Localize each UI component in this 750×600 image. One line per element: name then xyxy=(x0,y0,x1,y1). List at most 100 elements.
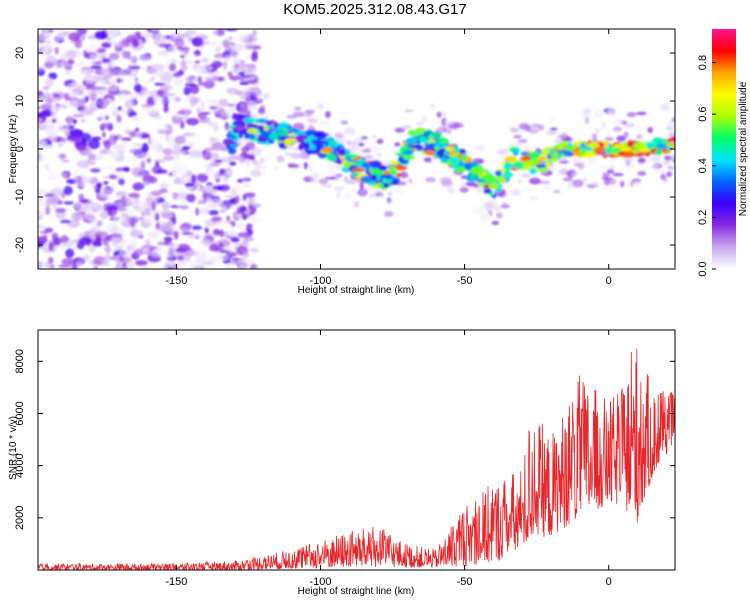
spectrogram-noise-blob xyxy=(140,152,149,161)
spectrogram-noise-blob xyxy=(229,261,237,269)
spectrogram-faint-blob xyxy=(571,179,584,188)
spectrogram-noise-blob xyxy=(151,201,156,211)
spectrogram-noise-blob xyxy=(48,72,58,80)
spectrogram-faint-blob xyxy=(401,125,412,129)
spectrogram-noise-blob xyxy=(198,124,211,128)
spectrogram-noise-blob xyxy=(174,135,187,145)
spectrogram-noise-blob xyxy=(165,225,176,234)
spectrogram-noise-blob xyxy=(79,97,86,107)
figure-title: KOM5.2025.312.08.43.G17 xyxy=(283,1,467,18)
spectrogram-ridge-blob xyxy=(246,117,256,124)
spectrogram-noise-blob xyxy=(102,122,111,128)
spectrogram-faint-blob xyxy=(384,210,394,217)
spectrogram-noise-blob xyxy=(176,255,185,262)
snr-ytick-label: 8000 xyxy=(14,349,26,373)
spectrogram-faint-blob xyxy=(479,213,490,222)
spectrogram-faint-blob xyxy=(257,107,266,115)
spectrogram-faint-blob xyxy=(589,169,597,174)
spectrogram-noise-blob xyxy=(242,239,249,248)
spectrogram-faint-blob xyxy=(495,212,503,219)
colorbar-tick-label: 0.6 xyxy=(697,107,709,122)
spectrogram-faint-blob xyxy=(529,177,541,185)
spectrogram-noise-blob xyxy=(118,178,126,186)
spectrogram-ridge-blob xyxy=(645,141,654,148)
spectrogram-faint-blob xyxy=(383,204,393,210)
spectrogram-noise-blob xyxy=(151,62,163,68)
spectrogram-ridge-blob xyxy=(246,128,258,136)
spectrogram-noise-blob xyxy=(109,181,117,191)
spectrogram-faint-blob xyxy=(572,124,582,130)
spectrogram-faint-blob xyxy=(308,166,314,172)
spectrogram-noise-blob xyxy=(209,198,224,207)
spectrogram-faint-blob xyxy=(407,178,414,184)
spectrogram-faint-blob xyxy=(432,161,441,169)
spectrogram-noise-blob xyxy=(238,62,247,72)
spectrogram-faint-blob xyxy=(307,101,314,109)
spectrogram-ridge-blob xyxy=(291,128,300,133)
spectrogram-xlabel: Height of straight line (km) xyxy=(298,285,415,296)
spectrogram-faint-blob xyxy=(595,128,600,134)
spectrogram-noise-blob xyxy=(156,143,164,153)
spectrogram-faint-blob xyxy=(637,162,647,166)
spectrogram-noise-blob xyxy=(194,60,201,64)
spectrogram-noise-blob xyxy=(47,169,60,179)
spectrogram-ridge-blob xyxy=(222,138,235,146)
spectrogram-noise-blob xyxy=(225,29,238,32)
spectrogram-ridge-blob xyxy=(560,141,569,146)
spectrogram-noise-blob xyxy=(157,124,163,130)
spectrogram-noise-blob xyxy=(38,111,50,117)
spectrogram-noise-blob xyxy=(120,58,131,67)
spectrogram-noise-blob xyxy=(110,69,125,76)
spectrogram-ridge-blob xyxy=(488,182,499,190)
spectrogram-noise-blob xyxy=(96,182,103,189)
spectrogram-noise-blob xyxy=(126,50,131,60)
spectrogram-noise-blob xyxy=(92,241,103,247)
spectrogram-noise-blob xyxy=(195,207,200,216)
spectrogram-faint-blob xyxy=(586,156,598,165)
spectrogram-ridge-blob xyxy=(529,151,541,159)
spectrogram-noise-blob xyxy=(229,161,237,166)
spectrogram-faint-blob xyxy=(243,153,255,160)
spectrogram-noise-blob xyxy=(87,139,101,150)
spectrogram-faint-blob xyxy=(325,176,337,180)
spectrogram-noise-blob xyxy=(205,163,213,169)
spectrogram-noise-blob xyxy=(64,123,69,132)
spectrogram-faint-blob xyxy=(393,142,401,147)
spectrogram-faint-blob xyxy=(318,178,329,185)
spectrogram-faint-blob xyxy=(440,177,452,185)
spectrogram-noise-blob xyxy=(107,208,118,217)
spectrogram-ridge-blob xyxy=(558,149,571,155)
spectrogram-noise-blob xyxy=(246,223,254,229)
spectrogram-noise-blob xyxy=(155,197,166,203)
spectrogram-noise-blob xyxy=(68,231,80,241)
spectrogram-noise-blob xyxy=(197,75,202,83)
spectrogram-ridge-blob xyxy=(626,140,634,148)
spectrogram-noise-blob xyxy=(132,202,142,207)
spectrogram-ridge-blob xyxy=(469,172,477,180)
spectrogram-noise-blob xyxy=(172,157,181,166)
spectrogram-noise-blob xyxy=(38,96,48,105)
spectrogram-noise-blob xyxy=(201,65,206,75)
spectrogram-faint-blob xyxy=(399,171,409,179)
spectrogram-noise-blob xyxy=(182,107,193,112)
spectrogram-noise-blob xyxy=(168,172,173,176)
spectrogram-faint-blob xyxy=(604,137,614,141)
spectrogram-faint-blob xyxy=(277,169,287,175)
spectrogram-noise-blob xyxy=(238,71,245,77)
spectrogram-noise-blob xyxy=(48,242,54,252)
spectrogram-ridge-blob xyxy=(585,146,593,152)
spectrogram-noise-blob xyxy=(90,65,103,70)
spectrogram-noise-blob xyxy=(108,105,119,110)
spectrogram-ridge-blob xyxy=(410,144,423,149)
spectrogram-noise-blob xyxy=(219,205,227,210)
spectrogram-faint-blob xyxy=(344,194,353,198)
spectrogram-noise-blob xyxy=(60,138,68,143)
colorbar-gradient xyxy=(712,29,736,269)
spectrogram-noise-blob xyxy=(155,222,161,230)
spectrogram-ridge-blob xyxy=(429,132,443,138)
spectrogram-noise-blob xyxy=(163,248,176,258)
spectrogram-noise-blob xyxy=(244,192,257,198)
spectrogram-faint-blob xyxy=(654,163,661,168)
spectrogram-noise-blob xyxy=(88,230,98,240)
